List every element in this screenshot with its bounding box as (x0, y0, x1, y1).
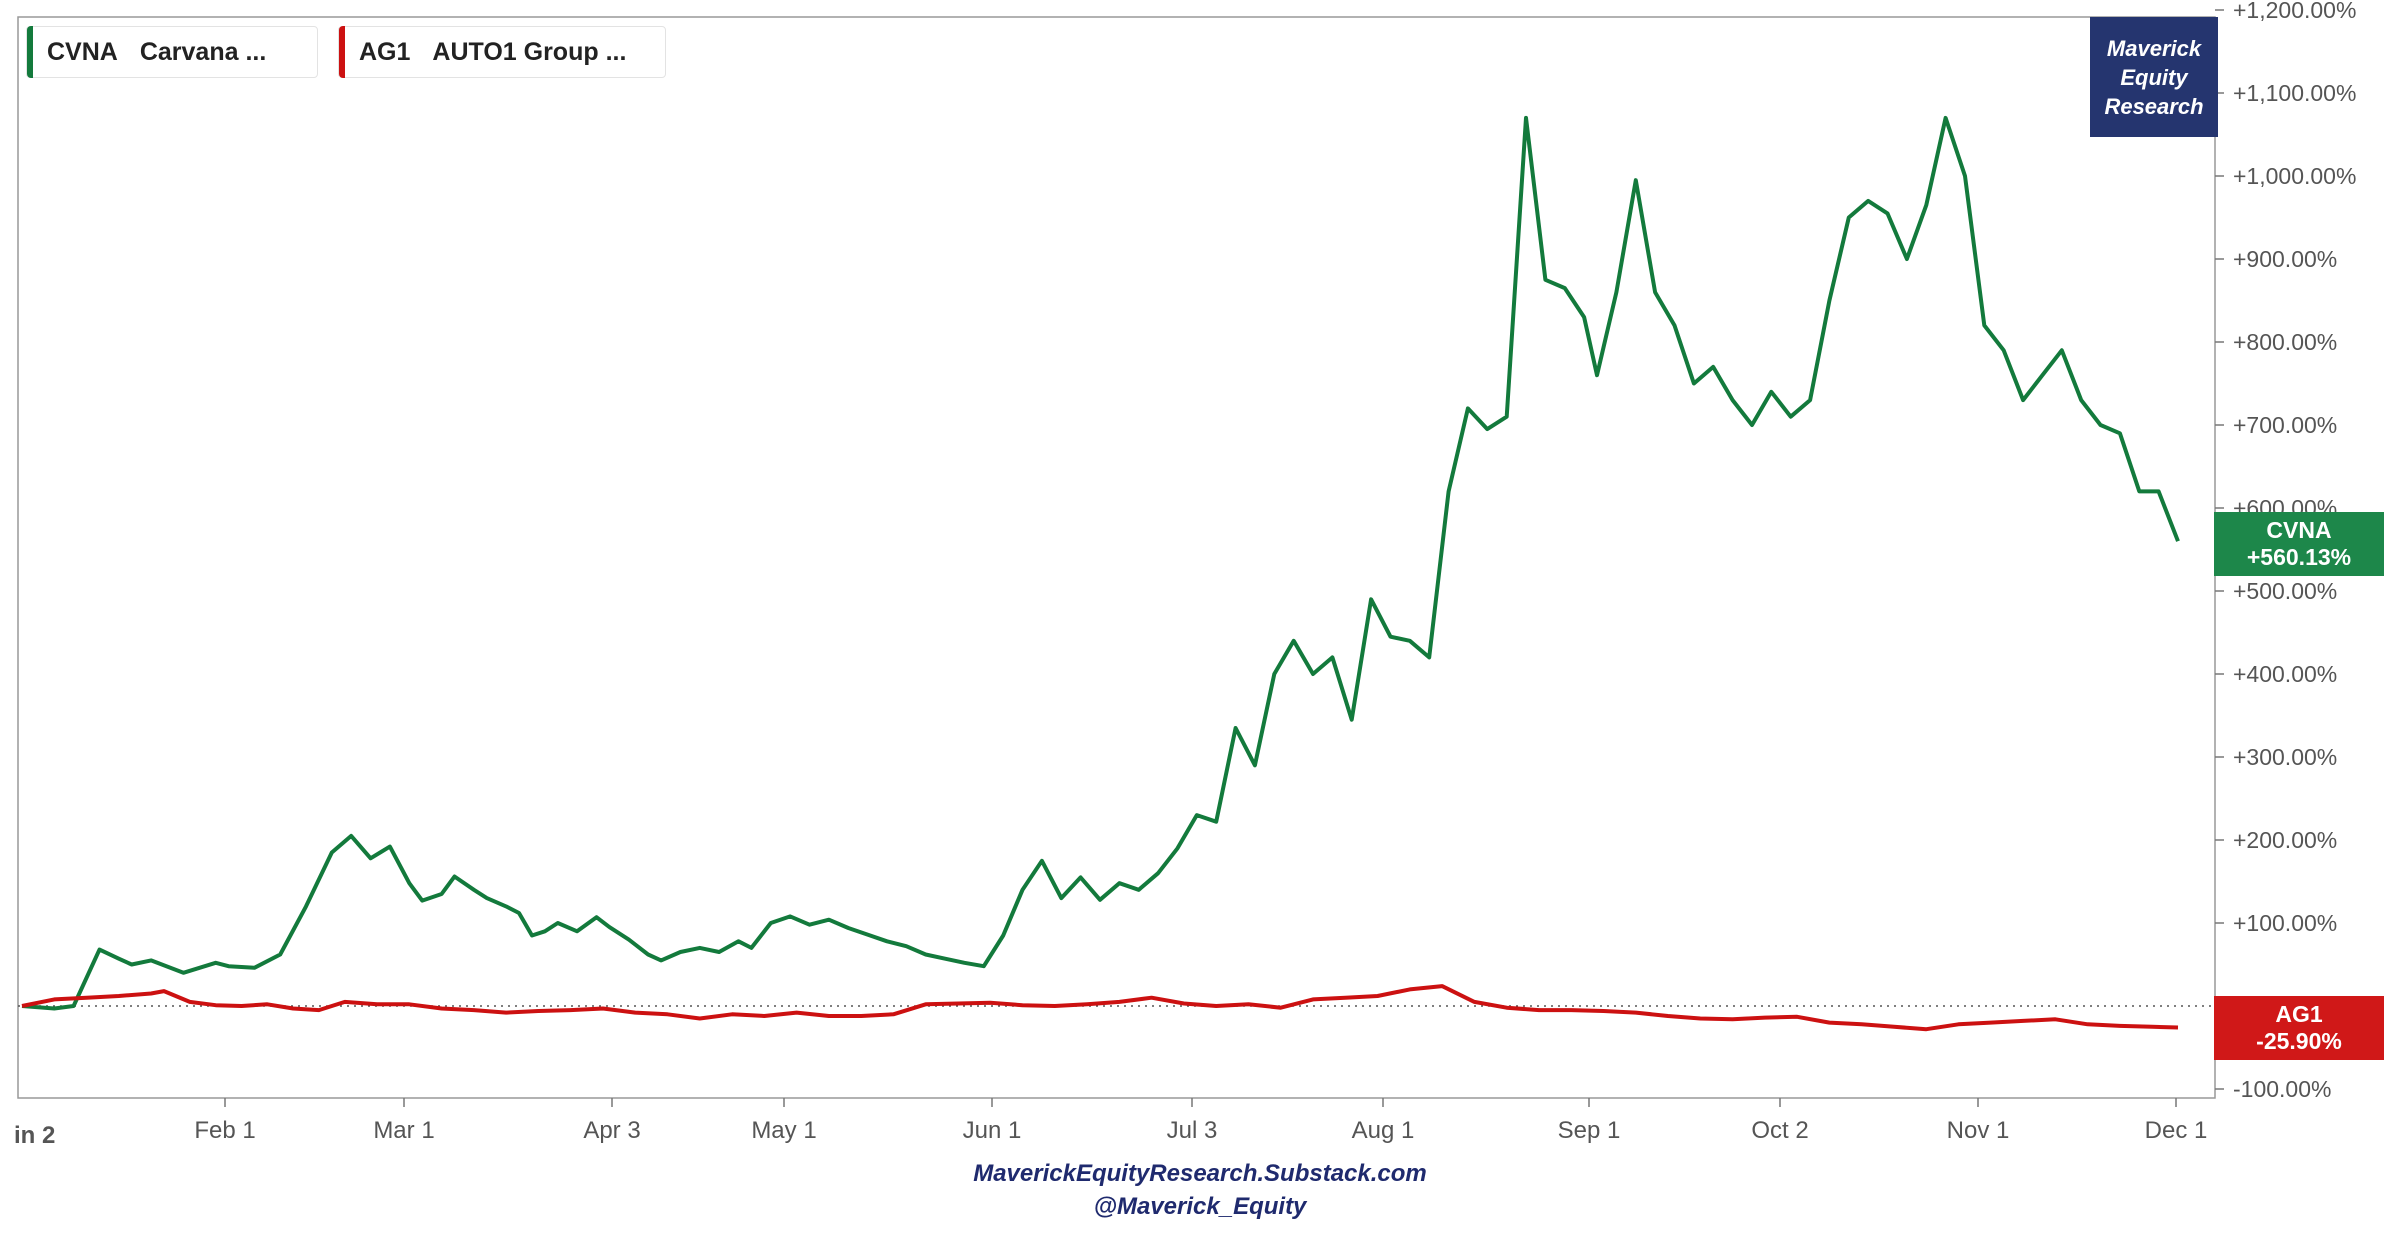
brand-line-1: Maverick (2106, 35, 2202, 61)
footer-website[interactable]: MaverickEquityResearch.Substack.com (973, 1160, 1427, 1187)
x-tick-label: Feb 1 (194, 1117, 255, 1144)
x-tick-label: Apr 3 (583, 1117, 640, 1144)
x-tick-label: Aug 1 (1352, 1117, 1415, 1144)
end-label-ag1: AG1 -25.90% (2214, 996, 2384, 1060)
y-tick-label: +300.00% (2233, 744, 2337, 770)
legend-name-cvna: Carvana ... (139, 37, 267, 66)
brand-line-2: Equity (2120, 64, 2188, 90)
legend-swatch-cvna (27, 26, 33, 78)
legend-swatch-ag1 (339, 26, 345, 78)
plot-frame (17, 16, 2216, 1099)
x-tick-label: Oct 2 (1751, 1117, 1808, 1144)
y-tick-label: +900.00% (2233, 246, 2337, 272)
y-tick-label: +700.00% (2233, 412, 2337, 438)
x-tick-label: Mar 1 (373, 1117, 434, 1144)
y-tick-label: +200.00% (2233, 827, 2337, 853)
series-layer (21, 115, 2180, 1032)
x-tick-label: Sep 1 (1558, 1117, 1621, 1144)
y-tick-label: +500.00% (2233, 578, 2337, 604)
y-tick-label: -100.00% (2233, 1076, 2331, 1102)
series-line-ag1 (21, 984, 2179, 1032)
clipped-axis-label: in 2 (14, 1122, 56, 1149)
legend-ticker-cvna: CVNA (47, 37, 118, 66)
x-axis: Feb 1 Mar 1 Apr 3 May 1 Jun 1 Jul 3 Aug 1 Sep 1… (194, 1098, 2207, 1144)
legend-item-ag1[interactable]: AG1 AUTO1 Group ... (338, 26, 666, 78)
y-tick-label: +1,000.00% (2233, 163, 2356, 189)
brand-line-3: Research (2104, 93, 2204, 119)
y-tick-label: +800.00% (2233, 329, 2337, 355)
x-tick-label: Jun 1 (963, 1117, 1022, 1144)
y-tick-label: +100.00% (2233, 910, 2337, 936)
y-tick-label: +1,100.00% (2233, 80, 2356, 106)
y-tick-label: +400.00% (2233, 661, 2337, 687)
end-label-cvna-value: +560.13% (2246, 544, 2352, 570)
legend-item-cvna[interactable]: CVNA Carvana ... (26, 26, 318, 78)
end-label-cvna-ticker: CVNA (2266, 517, 2332, 543)
x-tick-label: Nov 1 (1947, 1117, 2010, 1144)
end-label-ag1-value: -25.90% (2256, 1028, 2342, 1054)
end-label-cvna: CVNA +560.13% (2214, 512, 2384, 576)
legend-ticker-ag1: AG1 (359, 37, 411, 66)
x-tick-label: Dec 1 (2145, 1117, 2208, 1144)
legend-name-ag1: AUTO1 Group ... (432, 37, 627, 66)
x-tick-label: May 1 (751, 1117, 816, 1144)
y-tick-label: +1,200.00% (2233, 0, 2356, 23)
series-line-cvna (21, 115, 2180, 1011)
brand-logo-box: Maverick Equity Research (2090, 17, 2218, 137)
footer-handle[interactable]: @Maverick_Equity (1093, 1193, 1307, 1220)
end-label-ag1-ticker: AG1 (2275, 1001, 2323, 1027)
x-tick-label: Jul 3 (1167, 1117, 1218, 1144)
